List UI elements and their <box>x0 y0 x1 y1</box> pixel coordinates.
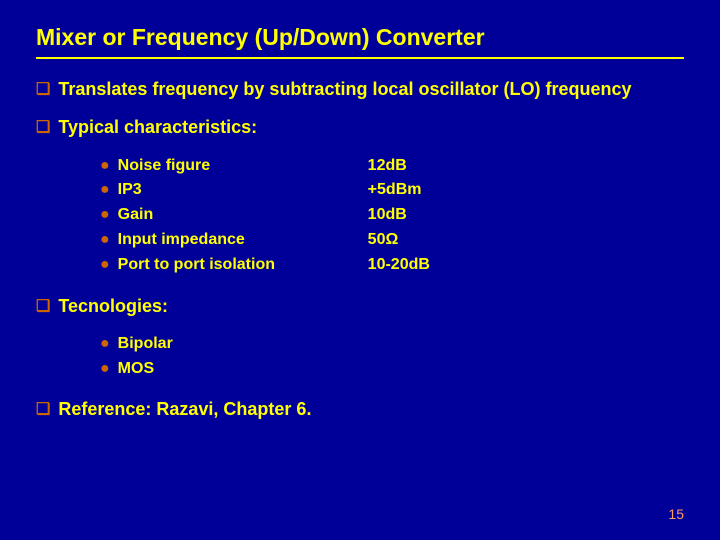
characteristic-label: Input impedance <box>118 228 368 253</box>
dot-bullet-icon: ● <box>100 178 110 203</box>
page-number: 15 <box>668 506 684 522</box>
characteristic-row: ● Port to port isolation 10-20dB <box>100 253 684 278</box>
characteristics-list: ● Noise figure 12dB ● IP3 +5dBm ● Gain 1… <box>100 154 684 278</box>
square-bullet-icon: ❑ <box>36 117 50 139</box>
characteristic-value: 50Ω <box>368 228 399 253</box>
bullet-technologies: ❑ Tecnologies: <box>36 294 684 318</box>
slide-title: Mixer or Frequency (Up/Down) Converter <box>36 24 684 51</box>
square-bullet-icon: ❑ <box>36 79 50 101</box>
bullet-text: Typical characteristics: <box>58 115 257 139</box>
dot-bullet-icon: ● <box>100 203 110 228</box>
technology-label: MOS <box>118 357 368 382</box>
technology-row: ● MOS <box>100 357 684 382</box>
bullet-characteristics: ❑ Typical characteristics: <box>36 115 684 139</box>
bullet-text: Translates frequency by subtracting loca… <box>58 77 631 101</box>
characteristic-row: ● Input impedance 50Ω <box>100 228 684 253</box>
dot-bullet-icon: ● <box>100 332 110 357</box>
bullet-reference: ❑ Reference: Razavi, Chapter 6. <box>36 397 684 421</box>
characteristic-value: 10dB <box>368 203 407 228</box>
technologies-list: ● Bipolar ● MOS <box>100 332 684 382</box>
dot-bullet-icon: ● <box>100 228 110 253</box>
square-bullet-icon: ❑ <box>36 296 50 318</box>
technology-label: Bipolar <box>118 332 368 357</box>
dot-bullet-icon: ● <box>100 253 110 278</box>
dot-bullet-icon: ● <box>100 357 110 382</box>
bullet-text: Reference: Razavi, Chapter 6. <box>58 397 311 421</box>
characteristic-label: Port to port isolation <box>118 253 368 278</box>
characteristic-row: ● IP3 +5dBm <box>100 178 684 203</box>
characteristic-label: IP3 <box>118 178 368 203</box>
bullet-translates: ❑ Translates frequency by subtracting lo… <box>36 77 684 101</box>
characteristic-value: 12dB <box>368 154 407 179</box>
bullet-text: Tecnologies: <box>58 294 168 318</box>
square-bullet-icon: ❑ <box>36 399 50 421</box>
characteristic-row: ● Noise figure 12dB <box>100 154 684 179</box>
characteristic-label: Noise figure <box>118 154 368 179</box>
characteristic-label: Gain <box>118 203 368 228</box>
characteristic-value: 10-20dB <box>368 253 430 278</box>
characteristic-value: +5dBm <box>368 178 422 203</box>
technology-row: ● Bipolar <box>100 332 684 357</box>
characteristic-row: ● Gain 10dB <box>100 203 684 228</box>
dot-bullet-icon: ● <box>100 154 110 179</box>
title-rule <box>36 57 684 59</box>
slide-container: Mixer or Frequency (Up/Down) Converter ❑… <box>0 0 720 456</box>
